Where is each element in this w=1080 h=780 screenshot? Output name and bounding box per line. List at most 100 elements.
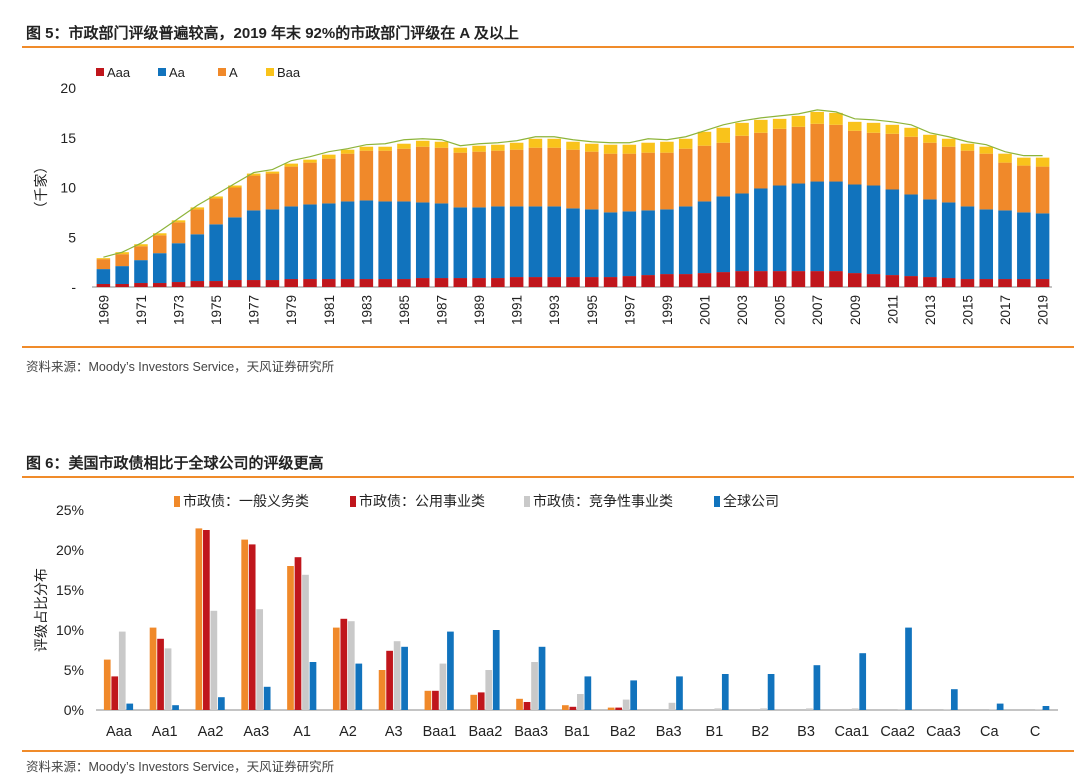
bar-a-1988	[453, 152, 468, 208]
x-tick-label-baa3: Baa3	[514, 724, 548, 740]
bar-baa-1977	[246, 173, 261, 176]
bar-aa-2019	[1035, 213, 1050, 280]
bar-series-2-baa1	[432, 690, 439, 710]
bar-baa-1975	[209, 196, 223, 199]
bar-baa-1973	[171, 220, 186, 223]
x-tick-label-b2: B2	[751, 724, 769, 740]
bar-series-4-caa1	[859, 653, 867, 710]
bar-a-1978	[265, 173, 280, 210]
y-tick-label: 20%	[56, 542, 84, 558]
y-tick-label: 0%	[64, 702, 84, 718]
legend-swatch-aa	[158, 68, 166, 76]
bar-a-1976	[228, 187, 242, 218]
bar-series-1-ba2	[607, 707, 615, 710]
bar-a-2006	[791, 126, 806, 184]
bar-series-2-a3	[386, 650, 393, 710]
y-axis-title: （千家）	[33, 160, 49, 216]
bar-aaa-1985	[397, 279, 411, 287]
x-tick-label-2011: 2011	[885, 295, 900, 324]
legend-swatch-series-1	[174, 496, 180, 507]
bar-series-4-caa2	[905, 627, 912, 710]
bar-a-1987	[434, 147, 449, 204]
bar-series-1-a1	[287, 566, 294, 710]
x-tick-label-2007: 2007	[810, 295, 825, 325]
x-tick-label-2017: 2017	[998, 295, 1013, 325]
x-tick-label-1971: 1971	[134, 295, 149, 325]
x-tick-label-1981: 1981	[322, 295, 337, 325]
bar-aaa-2002	[716, 272, 731, 287]
bar-aa-1996	[603, 212, 618, 278]
bar-a-2015	[960, 150, 975, 207]
bar-aa-1995	[585, 209, 599, 278]
bar-series-3-aa3	[256, 609, 264, 710]
bar-series-3-caa1	[851, 708, 859, 710]
bar-a-2004	[754, 132, 768, 189]
x-tick-label-2003: 2003	[735, 295, 750, 325]
bar-a-2007	[810, 123, 824, 182]
bar-aaa-1986	[415, 278, 430, 287]
legend-label-a: A	[229, 65, 238, 80]
x-tick-label-1977: 1977	[247, 295, 262, 325]
bar-baa-2018	[1017, 157, 1031, 166]
bar-aaa-1970	[115, 284, 129, 287]
bar-aa-2004	[754, 188, 768, 272]
bar-a-1985	[397, 148, 411, 202]
bar-series-3-b3	[806, 708, 813, 710]
bar-series-4-baa2	[492, 630, 500, 710]
x-tick-label-b1: B1	[706, 724, 724, 740]
bar-a-1982	[340, 153, 355, 202]
bar-aaa-1996	[603, 277, 618, 287]
x-tick-label-caa1: Caa1	[835, 724, 870, 740]
bar-baa-2011	[885, 124, 900, 134]
bar-a-1970	[115, 254, 129, 267]
bar-aaa-1972	[152, 283, 167, 287]
bar-a-1977	[246, 175, 261, 211]
bar-aaa-1991	[509, 277, 524, 287]
bar-aa-2010	[866, 185, 881, 275]
figure-5-source: 资料来源：Moody’s Investors Service，天风证券研究所	[26, 360, 335, 374]
bar-aaa-2011	[885, 275, 900, 287]
x-tick-label-2013: 2013	[923, 295, 938, 325]
legend-label-series-3: 市政债：竞争性事业类	[533, 493, 673, 509]
bar-series-4-ca	[996, 703, 1004, 710]
bar-aa-2011	[885, 189, 900, 276]
bar-aaa-1994	[566, 277, 580, 287]
bar-aa-1990	[491, 206, 505, 279]
x-tick-label-1983: 1983	[359, 295, 374, 325]
bar-a-2018	[1017, 165, 1031, 213]
bar-aaa-2007	[810, 271, 824, 287]
bar-series-4-a2	[355, 663, 363, 710]
bar-aa-1970	[115, 266, 129, 285]
bar-aaa-2012	[904, 276, 918, 287]
bar-aaa-1982	[340, 279, 355, 287]
x-tick-label-aaa: Aaa	[106, 724, 133, 740]
bar-aa-2008	[829, 181, 843, 272]
legend-swatch-baa	[266, 68, 274, 76]
bar-a-2008	[829, 124, 843, 182]
bar-baa-1969	[96, 258, 111, 260]
bar-aa-1982	[340, 201, 355, 280]
bar-aaa-2010	[866, 274, 881, 287]
legend-label-series-2: 市政债：公用事业类	[359, 493, 485, 509]
x-tick-label-a2: A2	[339, 724, 357, 740]
bar-a-1984	[378, 150, 392, 202]
bar-a-2003	[735, 135, 749, 194]
x-tick-label-baa2: Baa2	[468, 724, 502, 740]
bar-aa-2007	[810, 181, 824, 272]
bar-series-4-ba2	[630, 680, 638, 710]
bar-aa-1986	[415, 202, 430, 279]
bar-series-2-ba1	[569, 706, 577, 710]
bar-baa-1972	[152, 233, 167, 236]
bar-baa-1983	[359, 146, 374, 151]
x-tick-label-ba3: Ba3	[656, 724, 682, 740]
x-tick-label-b3: B3	[797, 724, 815, 740]
x-tick-label-ba2: Ba2	[610, 724, 636, 740]
bar-aaa-1998	[641, 275, 655, 287]
bar-aa-2000	[678, 206, 693, 275]
bar-series-3-caa2	[897, 709, 905, 710]
total-line	[103, 109, 1043, 258]
figure-5-top-rule	[22, 46, 1074, 48]
bar-aaa-1976	[228, 280, 242, 287]
bar-aaa-1980	[303, 279, 317, 287]
bar-aaa-2014	[941, 278, 956, 287]
